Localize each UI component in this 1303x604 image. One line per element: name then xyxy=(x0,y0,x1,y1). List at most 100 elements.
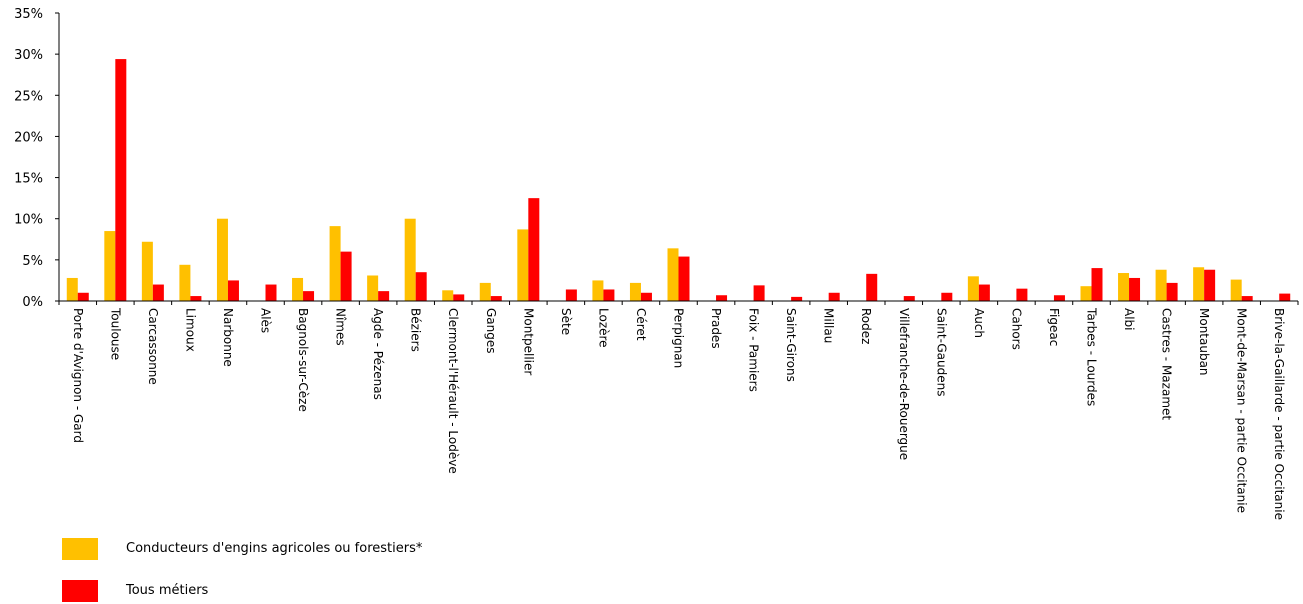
x-tick-label: Castres - Mazamet xyxy=(1160,308,1174,420)
bar-series-2 xyxy=(716,295,728,301)
y-tick-label: 10% xyxy=(14,213,43,228)
bar-series-2 xyxy=(640,292,652,301)
x-tick-label: Millau xyxy=(822,308,836,343)
bar-series-1 xyxy=(667,248,679,301)
bar-series-1 xyxy=(1080,286,1092,301)
x-tick-label: Clermont-l'Hérault - Lodève xyxy=(446,308,460,474)
x-tick-label: Rodez xyxy=(859,308,873,344)
x-tick-label: Foix - Pamiers xyxy=(747,308,761,392)
bar-series-2 xyxy=(753,285,765,301)
bar-series-2 xyxy=(828,292,840,301)
legend-swatch-series-1 xyxy=(62,538,98,560)
bar-series-1 xyxy=(1118,273,1130,301)
x-tick-label: Saint-Gaudens xyxy=(934,308,948,397)
bar-series-2 xyxy=(565,289,577,301)
bar-series-2 xyxy=(603,289,615,301)
bar-series-1 xyxy=(629,282,641,301)
bar-series-2 xyxy=(227,280,239,301)
bar-series-2 xyxy=(1129,277,1141,301)
y-axis: 0% 5% 10% 15% 20% 25% 30% 35% xyxy=(14,7,60,310)
bar-series-1 xyxy=(1155,269,1167,301)
bar-series-2 xyxy=(378,291,390,301)
bar-series-1 xyxy=(292,277,304,301)
x-tick-label: Toulouse xyxy=(108,307,122,360)
legend-swatch-series-2 xyxy=(62,580,98,602)
bars xyxy=(66,59,1291,301)
x-tick-label: Lozère xyxy=(596,308,610,348)
x-tick-label: Saint-Girons xyxy=(784,308,798,382)
x-tick-label: Brive-la-Gaillarde - partie Occitanie xyxy=(1272,308,1286,520)
bar-series-1 xyxy=(329,226,341,301)
x-tick-label: Perpignan xyxy=(672,308,686,368)
bar-series-1 xyxy=(1193,267,1205,301)
bar-series-2 xyxy=(490,296,502,301)
bar-series-2 xyxy=(903,296,915,301)
bar-series-2 xyxy=(528,198,540,301)
x-tick-label: Prades xyxy=(709,308,723,349)
y-tick-label: 30% xyxy=(14,48,43,63)
bar-series-1 xyxy=(179,264,191,301)
bar-series-1 xyxy=(592,280,604,301)
bar-series-2 xyxy=(77,292,89,301)
bar-series-1 xyxy=(104,231,116,301)
x-tick-label: Béziers xyxy=(409,308,423,352)
bar-series-2 xyxy=(190,296,202,301)
y-tick-label: 20% xyxy=(14,130,43,145)
bar-series-1 xyxy=(404,218,416,301)
y-tick-label: 5% xyxy=(22,254,43,269)
bar-series-2 xyxy=(1166,282,1178,301)
bar-series-2 xyxy=(791,296,803,301)
bar-series-2 xyxy=(1204,269,1216,301)
x-tick-label: Nîmes xyxy=(334,308,348,346)
bar-series-2 xyxy=(453,294,465,301)
bar-series-1 xyxy=(1230,279,1242,301)
legend-item-series-1: Conducteurs d'engins agricoles ou forest… xyxy=(62,538,662,562)
x-tick-label: Mont-de-Marsan - partie Occitanie xyxy=(1235,308,1249,513)
x-tick-label: Porte d'Avignon - Gard xyxy=(71,308,85,443)
x-tick-label: Montpellier xyxy=(521,308,535,375)
x-tick-label: Carcassonne xyxy=(146,308,160,385)
y-tick-label: 15% xyxy=(14,172,43,187)
bar-series-2 xyxy=(678,256,690,301)
bar-series-2 xyxy=(1053,295,1065,301)
legend-item-series-2: Tous métiers xyxy=(62,580,662,604)
x-tick-label: Cahors xyxy=(1009,308,1023,350)
x-tick-label: Agde - Pézenas xyxy=(371,308,385,400)
bar-series-1 xyxy=(216,218,228,301)
bar-series-1 xyxy=(479,282,491,301)
bar-series-2 xyxy=(1016,288,1028,301)
bar-series-1 xyxy=(442,290,454,301)
legend-label-series-1: Conducteurs d'engins agricoles ou forest… xyxy=(126,541,423,556)
x-tick-label: Sète xyxy=(559,308,573,335)
x-tick-label: Auch xyxy=(972,308,986,338)
x-tick-label: Albi xyxy=(1122,308,1136,331)
bar-series-2 xyxy=(978,284,990,301)
x-tick-label: Montauban xyxy=(1197,308,1211,376)
bar-series-2 xyxy=(1241,296,1253,301)
bar-series-2 xyxy=(115,59,127,301)
bar-series-2 xyxy=(866,273,878,301)
x-axis: Porte d'Avignon - Gard Toulouse Carcassonn… xyxy=(58,300,1299,520)
x-tick-label: Villefranche-de-Rouergue xyxy=(897,308,911,460)
x-tick-label: Ganges xyxy=(484,308,498,354)
bar-series-1 xyxy=(967,276,979,301)
y-tick-label: 25% xyxy=(14,89,43,104)
bar-series-2 xyxy=(941,292,953,301)
bar-series-2 xyxy=(303,291,315,301)
x-tick-label: Alès xyxy=(259,308,273,333)
y-tick-label: 35% xyxy=(14,7,43,22)
bar-series-1 xyxy=(367,275,379,301)
bar-series-1 xyxy=(66,277,78,301)
bar-series-2 xyxy=(1091,268,1103,301)
bar-series-2 xyxy=(265,284,277,301)
bar-series-2 xyxy=(415,272,427,301)
bar-series-2 xyxy=(152,284,164,301)
x-tick-label: Bagnols-sur-Cèze xyxy=(296,308,310,412)
bar-series-1 xyxy=(141,241,153,301)
bar-series-2 xyxy=(1279,293,1291,301)
x-tick-label: Limoux xyxy=(183,308,197,352)
bar-series-1 xyxy=(517,229,529,301)
bar-series-2 xyxy=(340,251,352,301)
x-tick-label: Céret xyxy=(634,308,648,341)
